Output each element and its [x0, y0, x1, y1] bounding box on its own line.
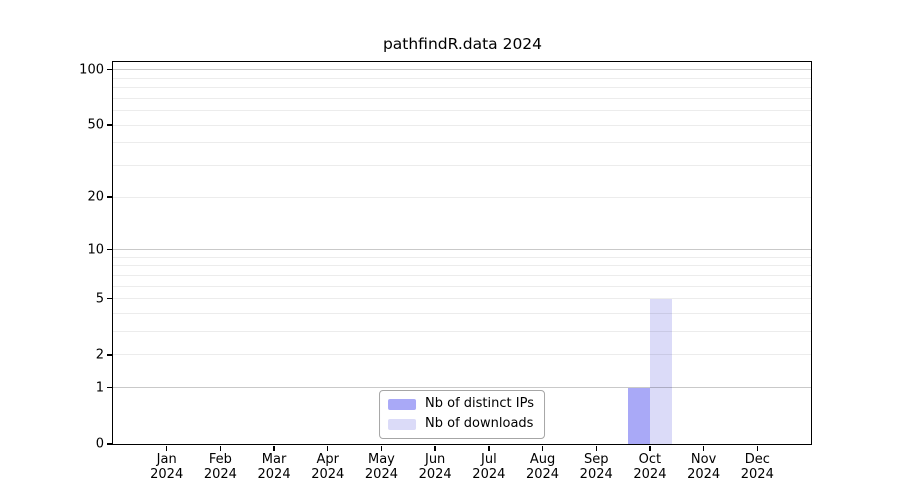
x-tick-month: Jun	[424, 452, 446, 467]
x-tick-year: 2024	[257, 467, 291, 482]
x-tick	[165, 445, 168, 451]
x-tick-month: Mar	[261, 452, 287, 467]
x-tick-month: Dec	[744, 452, 770, 467]
gridline-minor	[113, 331, 811, 333]
legend-swatch	[388, 399, 417, 411]
legend-label: Nb of downloads	[425, 416, 534, 432]
x-tick	[702, 445, 705, 451]
x-tick-month: May	[368, 452, 395, 467]
gridline-minor	[113, 77, 811, 79]
x-tick-year: 2024	[525, 467, 560, 482]
y-tick	[106, 68, 112, 71]
x-tick-label: Jul 2024	[472, 452, 505, 482]
legend-item: Nb of distinct IPs	[388, 396, 534, 412]
y-tick-label: 2	[95, 347, 104, 363]
bar-downloads	[649, 298, 672, 444]
gridline-major	[113, 69, 811, 71]
y-tick	[106, 443, 112, 445]
y-tick-label: 100	[79, 62, 104, 78]
x-tick-month: Apr	[316, 452, 340, 467]
gridline-minor	[113, 110, 811, 112]
x-tick-year: 2024	[740, 467, 774, 482]
y-tick-label: 50	[87, 117, 104, 133]
y-tick-label: 1	[95, 380, 104, 396]
x-tick-year: 2024	[203, 467, 237, 482]
x-tick-month: Aug	[529, 452, 556, 467]
x-tick	[327, 445, 329, 451]
gridline-minor	[113, 97, 811, 99]
x-tick-label: May 2024	[365, 452, 398, 482]
x-tick	[380, 445, 383, 451]
gridline-minor	[113, 256, 811, 258]
gridline-minor	[113, 142, 811, 144]
legend-item: Nb of downloads	[388, 416, 534, 432]
x-tick-year: 2024	[579, 467, 613, 482]
y-tick-label: 10	[87, 242, 104, 257]
x-tick-year: 2024	[687, 467, 721, 482]
x-tick	[595, 445, 597, 451]
chart-title: pathfindR.data 2024	[382, 35, 543, 53]
y-tick	[106, 248, 112, 251]
x-tick	[541, 445, 544, 451]
x-tick-year: 2024	[418, 467, 452, 482]
x-tick-label: Aug 2024	[526, 452, 559, 482]
gridline-minor	[113, 354, 811, 356]
x-tick-label: Mar 2024	[258, 452, 291, 482]
y-tick	[106, 297, 112, 300]
x-tick	[219, 445, 222, 451]
gridline-minor	[113, 87, 811, 89]
y-tick-label: 5	[95, 291, 104, 307]
gridline-minor	[113, 196, 811, 198]
x-tick-month: Jul	[481, 452, 497, 467]
x-tick	[649, 445, 651, 451]
x-tick-label: Oct 2024	[633, 452, 666, 482]
x-tick-label: Jan 2024	[150, 452, 183, 482]
x-tick	[756, 445, 758, 451]
x-tick	[273, 445, 275, 451]
legend: Nb of distinct IPs Nb of downloads	[379, 390, 545, 439]
gridline-minor	[113, 164, 811, 166]
x-tick-year: 2024	[633, 467, 667, 482]
y-tick	[106, 124, 112, 126]
y-tick	[106, 387, 112, 389]
gridline-minor	[113, 312, 811, 314]
x-tick-label: Feb 2024	[204, 452, 237, 482]
x-tick-month: Sep	[583, 452, 609, 467]
y-tick	[106, 196, 112, 198]
x-tick-label: Dec 2024	[741, 452, 774, 482]
legend-swatch	[388, 419, 417, 431]
x-tick	[434, 445, 436, 451]
x-tick-label: Nov 2024	[687, 452, 720, 482]
gridline-major	[113, 387, 811, 389]
y-tick	[106, 354, 112, 356]
x-tick	[488, 445, 490, 451]
x-tick-month: Oct	[638, 452, 662, 467]
bar-distinct-ips	[628, 387, 650, 444]
x-tick-year: 2024	[472, 467, 506, 482]
gridline-minor	[113, 124, 811, 126]
legend-label: Nb of distinct IPs	[425, 396, 534, 412]
x-tick-year: 2024	[311, 467, 345, 482]
x-tick-month: Nov	[690, 452, 717, 467]
plot-area: 0 1 2 5 10 20 50 100 Jan 2024 Feb 2024 Mar 2024 Apr 202…	[79, 61, 812, 482]
gridline-major	[113, 249, 811, 250]
x-tick-year: 2024	[364, 467, 398, 482]
x-tick-month: Jan	[156, 452, 177, 467]
x-tick-label: Jun 2024	[419, 452, 452, 482]
y-tick-label: 20	[87, 189, 104, 205]
gridline-minor	[113, 274, 811, 276]
x-tick-year: 2024	[150, 467, 184, 482]
x-tick-label: Apr 2024	[311, 452, 344, 482]
gridline-minor	[113, 298, 811, 300]
x-tick-label: Sep 2024	[580, 452, 613, 482]
x-tick-month: Feb	[208, 452, 232, 467]
gridline-minor	[113, 285, 811, 287]
gridline-minor	[113, 265, 811, 267]
y-tick-label: 0	[95, 436, 104, 452]
